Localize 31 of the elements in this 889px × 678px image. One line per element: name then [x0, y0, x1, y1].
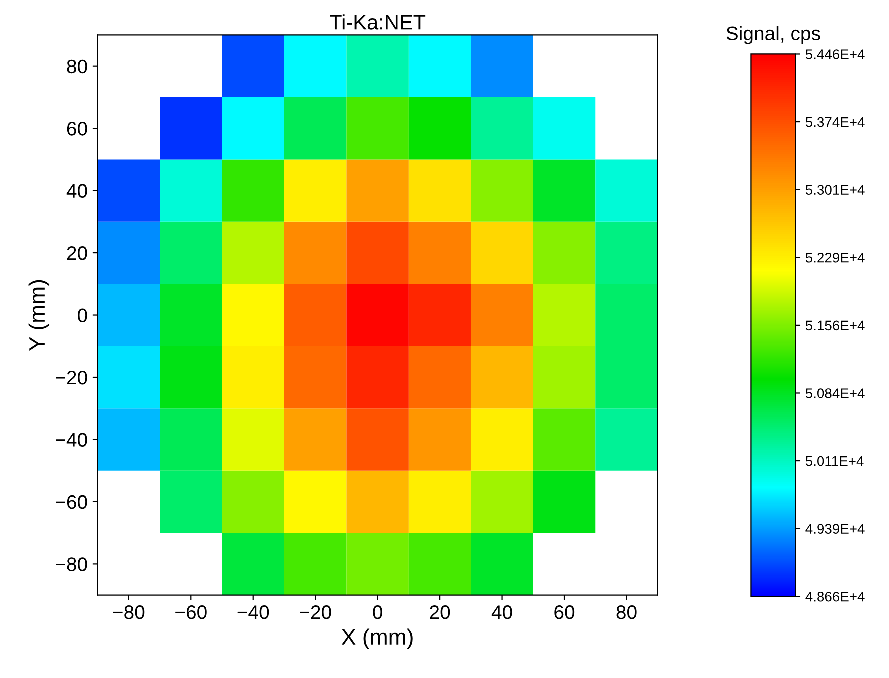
- x-tick-label: 40: [492, 606, 512, 620]
- x-tick-label: −20: [300, 606, 332, 620]
- color-bar-label: 5.011E+4: [806, 456, 864, 466]
- y-tick-label: 60: [67, 122, 88, 136]
- color-bar-title: Signal, cps: [726, 26, 820, 44]
- y-tick-label: −80: [56, 558, 88, 572]
- x-tick-label: 20: [430, 606, 450, 620]
- color-bar-label: 5.301E+4: [806, 185, 865, 196]
- x-tick-label: −80: [113, 606, 145, 620]
- y-tick-label: 20: [67, 246, 88, 260]
- y-tick-label: 40: [66, 184, 88, 198]
- color-bar-label: 4.939E+4: [806, 524, 865, 534]
- color-bar-label: 4.866E+4: [806, 592, 865, 602]
- y-tick-label: −40: [56, 433, 88, 447]
- x-axis-title: X (mm): [342, 628, 413, 650]
- y-tick-label: 80: [67, 60, 88, 74]
- x-tick-label: 60: [554, 606, 575, 620]
- color-bar-label: 5.229E+4: [806, 252, 865, 263]
- y-tick-label: −20: [56, 370, 88, 385]
- y-axis-title: Y (mm): [28, 280, 50, 351]
- y-tick-label: −60: [56, 495, 88, 510]
- y-tick-label: 0: [78, 308, 88, 323]
- color-bar-label: 5.446E+4: [806, 50, 865, 60]
- chart-title: Ti-Ka:NET: [330, 14, 426, 30]
- color-bar-label: 5.156E+4: [806, 320, 865, 331]
- color-bar-label: 5.084E+4: [806, 388, 865, 398]
- x-tick-label: −60: [176, 606, 207, 620]
- x-tick-label: 0: [373, 606, 382, 620]
- x-tick-label: 80: [616, 606, 637, 620]
- color-bar-label: 5.374E+4: [806, 117, 865, 128]
- x-tick-label: −40: [238, 606, 270, 620]
